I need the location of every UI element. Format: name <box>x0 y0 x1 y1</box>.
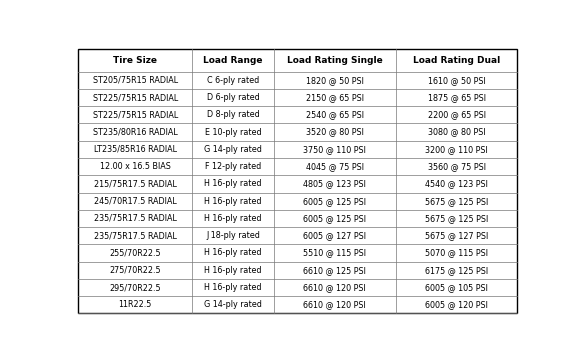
Text: H 16-ply rated: H 16-ply rated <box>204 266 261 275</box>
Text: G 14-ply rated: G 14-ply rated <box>204 145 262 154</box>
Text: 1820 @ 50 PSI: 1820 @ 50 PSI <box>306 76 364 85</box>
Text: 235/75R17.5 RADIAL: 235/75R17.5 RADIAL <box>94 214 177 223</box>
Text: 215/75R17.5 RADIAL: 215/75R17.5 RADIAL <box>94 180 177 188</box>
Text: 6610 @ 120 PSI: 6610 @ 120 PSI <box>303 283 366 292</box>
Text: 2540 @ 65 PSI: 2540 @ 65 PSI <box>306 110 364 119</box>
Text: H 16-ply rated: H 16-ply rated <box>204 197 261 206</box>
Bar <box>78 244 518 262</box>
Text: 11R22.5: 11R22.5 <box>119 300 152 309</box>
Text: 6005 @ 120 PSI: 6005 @ 120 PSI <box>425 300 488 309</box>
Text: 5675 @ 125 PSI: 5675 @ 125 PSI <box>425 214 488 223</box>
Text: H 16-ply rated: H 16-ply rated <box>204 283 261 292</box>
Text: 6175 @ 125 PSI: 6175 @ 125 PSI <box>425 266 488 275</box>
Text: 5675 @ 125 PSI: 5675 @ 125 PSI <box>425 197 488 206</box>
Text: Load Range: Load Range <box>203 56 263 65</box>
Text: 3520 @ 80 PSI: 3520 @ 80 PSI <box>306 127 364 136</box>
Text: 6005 @ 105 PSI: 6005 @ 105 PSI <box>425 283 488 292</box>
Bar <box>78 210 518 227</box>
Text: 295/70R22.5: 295/70R22.5 <box>109 283 161 292</box>
Text: 3200 @ 110 PSI: 3200 @ 110 PSI <box>425 145 488 154</box>
Bar <box>78 158 518 175</box>
Bar <box>78 227 518 244</box>
Text: 6005 @ 125 PSI: 6005 @ 125 PSI <box>303 197 366 206</box>
Text: LT235/85R16 RADIAL: LT235/85R16 RADIAL <box>94 145 177 154</box>
Bar <box>78 262 518 279</box>
Text: Tire Size: Tire Size <box>113 56 157 65</box>
Text: 255/70R22.5: 255/70R22.5 <box>109 248 161 257</box>
Text: 3080 @ 80 PSI: 3080 @ 80 PSI <box>428 127 486 136</box>
Text: 6005 @ 125 PSI: 6005 @ 125 PSI <box>303 214 366 223</box>
Text: 3560 @ 75 PSI: 3560 @ 75 PSI <box>428 162 486 171</box>
Text: C 6-ply rated: C 6-ply rated <box>207 76 259 85</box>
Text: 4805 @ 123 PSI: 4805 @ 123 PSI <box>303 180 366 188</box>
Bar <box>78 192 518 210</box>
Text: 235/75R17.5 RADIAL: 235/75R17.5 RADIAL <box>94 231 177 240</box>
Text: 4045 @ 75 PSI: 4045 @ 75 PSI <box>306 162 364 171</box>
Text: ST225/75R15 RADIAL: ST225/75R15 RADIAL <box>92 93 178 102</box>
Text: 2150 @ 65 PSI: 2150 @ 65 PSI <box>306 93 364 102</box>
Bar <box>78 106 518 123</box>
Text: ST205/75R15 RADIAL: ST205/75R15 RADIAL <box>92 76 178 85</box>
Text: 6610 @ 125 PSI: 6610 @ 125 PSI <box>303 266 366 275</box>
Text: 5510 @ 115 PSI: 5510 @ 115 PSI <box>303 248 366 257</box>
Text: 12.00 x 16.5 BIAS: 12.00 x 16.5 BIAS <box>100 162 171 171</box>
Bar <box>78 175 518 192</box>
Bar <box>78 71 518 89</box>
Text: 6005 @ 127 PSI: 6005 @ 127 PSI <box>303 231 366 240</box>
Text: E 10-ply rated: E 10-ply rated <box>205 127 261 136</box>
Bar <box>78 279 518 296</box>
Bar <box>78 89 518 106</box>
Text: 4540 @ 123 PSI: 4540 @ 123 PSI <box>425 180 488 188</box>
Text: 5675 @ 127 PSI: 5675 @ 127 PSI <box>425 231 488 240</box>
Text: Load Rating Dual: Load Rating Dual <box>413 56 500 65</box>
Text: ST225/75R15 RADIAL: ST225/75R15 RADIAL <box>92 110 178 119</box>
Text: ST235/80R16 RADIAL: ST235/80R16 RADIAL <box>93 127 178 136</box>
Text: D 6-ply rated: D 6-ply rated <box>207 93 259 102</box>
Text: F 12-ply rated: F 12-ply rated <box>205 162 261 171</box>
Text: 245/70R17.5 RADIAL: 245/70R17.5 RADIAL <box>94 197 177 206</box>
Text: J 18-ply rated: J 18-ply rated <box>206 231 260 240</box>
Bar <box>78 296 518 313</box>
Bar <box>78 141 518 158</box>
Text: D 8-ply rated: D 8-ply rated <box>207 110 259 119</box>
Text: H 16-ply rated: H 16-ply rated <box>204 214 261 223</box>
Text: 275/70R22.5: 275/70R22.5 <box>109 266 161 275</box>
Text: H 16-ply rated: H 16-ply rated <box>204 248 261 257</box>
Bar <box>78 123 518 141</box>
Text: Load Rating Single: Load Rating Single <box>287 56 382 65</box>
Text: 3750 @ 110 PSI: 3750 @ 110 PSI <box>303 145 366 154</box>
Text: G 14-ply rated: G 14-ply rated <box>204 300 262 309</box>
Bar <box>78 49 518 71</box>
Text: H 16-ply rated: H 16-ply rated <box>204 180 261 188</box>
Text: 6610 @ 120 PSI: 6610 @ 120 PSI <box>303 300 366 309</box>
Text: 2200 @ 65 PSI: 2200 @ 65 PSI <box>428 110 486 119</box>
Text: 1610 @ 50 PSI: 1610 @ 50 PSI <box>428 76 486 85</box>
Text: 1875 @ 65 PSI: 1875 @ 65 PSI <box>428 93 486 102</box>
Text: 5070 @ 115 PSI: 5070 @ 115 PSI <box>425 248 488 257</box>
